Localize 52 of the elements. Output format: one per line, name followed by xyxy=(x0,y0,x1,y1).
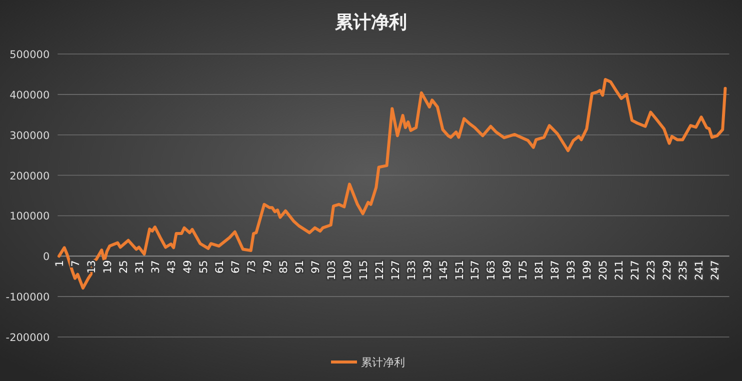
x-tick-label: 1 xyxy=(54,260,66,267)
x-tick-label: 49 xyxy=(182,260,194,274)
x-tick-label: 163 xyxy=(486,260,498,280)
x-tick-label: 67 xyxy=(230,260,242,274)
x-tick-label: 217 xyxy=(630,260,642,280)
x-tick-label: 25 xyxy=(118,260,130,274)
x-tick-label: 31 xyxy=(134,260,146,274)
y-tick-label: 300000 xyxy=(10,130,50,142)
x-tick-label: 193 xyxy=(566,260,578,280)
y-tick-label: 0 xyxy=(42,251,50,264)
x-tick-label: 115 xyxy=(358,260,370,280)
x-tick-label: 211 xyxy=(614,260,626,280)
x-tick-label: 91 xyxy=(294,260,306,274)
x-tick-label: 85 xyxy=(278,260,290,274)
y-tick-label: 500000 xyxy=(10,49,50,61)
x-tick-label: 55 xyxy=(198,260,210,274)
y-tick-label: 400000 xyxy=(10,89,50,102)
x-tick-label: 205 xyxy=(598,260,610,280)
x-tick-label: 7 xyxy=(70,260,82,267)
x-tick-label: 19 xyxy=(102,260,114,274)
legend-label: 累计净利 xyxy=(361,356,405,369)
x-tick-label: 121 xyxy=(374,260,386,280)
x-tick-label: 43 xyxy=(166,260,178,274)
x-tick-label: 187 xyxy=(550,260,562,280)
y-tick-label: -200000 xyxy=(6,332,50,344)
x-tick-label: 133 xyxy=(406,260,418,280)
x-tick-label: 229 xyxy=(662,260,674,280)
y-tick-label: 100000 xyxy=(10,210,50,223)
x-tick-label: 37 xyxy=(150,260,162,274)
x-tick-label: 109 xyxy=(342,260,354,280)
chart-title: 累计净利 xyxy=(334,12,407,33)
x-tick-label: 235 xyxy=(678,260,690,280)
x-tick-label: 181 xyxy=(534,260,546,280)
x-tick-label: 73 xyxy=(246,260,258,274)
x-tick-label: 61 xyxy=(214,260,226,274)
x-tick-label: 103 xyxy=(326,260,338,280)
x-tick-label: 13 xyxy=(86,260,98,274)
x-tick-label: 97 xyxy=(310,260,322,274)
x-tick-label: 145 xyxy=(438,260,450,280)
y-tick-label: -100000 xyxy=(6,292,50,304)
x-tick-label: 175 xyxy=(518,260,530,280)
x-tick-label: 151 xyxy=(454,260,466,280)
x-tick-label: 169 xyxy=(502,260,514,280)
x-tick-label: 157 xyxy=(470,260,482,280)
x-tick-label: 223 xyxy=(646,260,658,280)
x-tick-label: 79 xyxy=(262,260,274,274)
x-tick-label: 199 xyxy=(582,260,594,280)
x-tick-label: 241 xyxy=(694,260,706,280)
x-tick-label: 127 xyxy=(390,260,402,280)
y-tick-label: 200000 xyxy=(10,170,50,182)
x-tick-label: 247 xyxy=(710,260,722,280)
x-tick-label: 139 xyxy=(422,260,434,280)
